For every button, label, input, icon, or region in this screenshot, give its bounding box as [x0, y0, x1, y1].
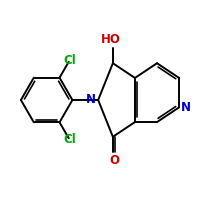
Text: HO: HO: [101, 33, 121, 46]
Text: N: N: [86, 93, 96, 106]
Text: N: N: [181, 101, 191, 114]
Text: Cl: Cl: [63, 133, 76, 146]
Text: Cl: Cl: [63, 54, 76, 67]
Text: O: O: [110, 154, 120, 167]
